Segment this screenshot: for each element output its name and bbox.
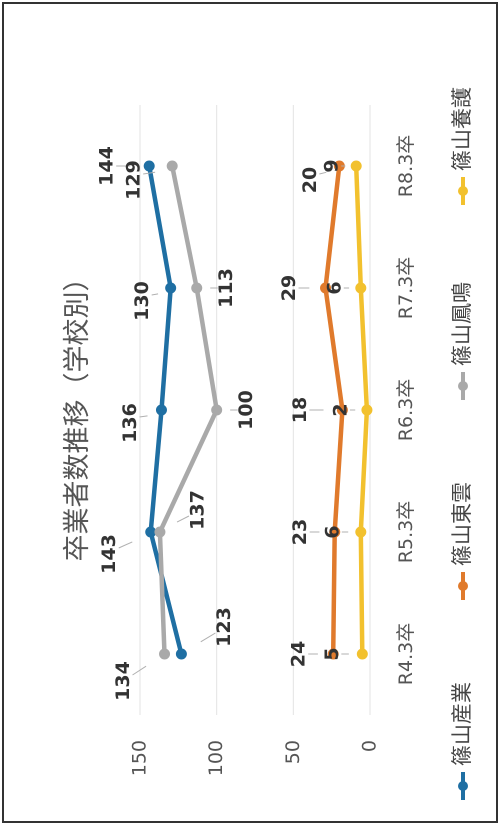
data-label-3-0: 5 <box>321 647 343 660</box>
data-point-0-4 <box>143 160 155 172</box>
data-point-0-2 <box>155 404 167 416</box>
data-label-2-3: 113 <box>215 268 237 308</box>
data-point-1-0 <box>327 648 339 660</box>
x-tick-label-0: R4.3卒 <box>395 623 417 685</box>
x-tick-label-1: R5.3卒 <box>395 501 417 563</box>
y-tick-label-2: 100 <box>205 740 227 776</box>
data-point-2-2 <box>211 404 223 416</box>
data-point-2-0 <box>159 648 171 660</box>
data-label-1-2: 18 <box>289 397 311 423</box>
leader-line-0-0 <box>200 632 216 643</box>
data-label-0-4: 144 <box>96 146 118 186</box>
data-point-2-4 <box>166 160 178 172</box>
data-label-0-0: 123 <box>213 607 235 647</box>
data-label-3-4: 9 <box>321 159 343 172</box>
legend-label-2: 篠山鳳鳴 <box>450 282 474 366</box>
y-tick-label-3: 150 <box>129 740 151 776</box>
data-label-1-1: 23 <box>289 519 311 545</box>
data-label-0-3: 130 <box>131 281 153 321</box>
leader-line-1-4 <box>319 171 327 175</box>
legend-label-0: 篠山産業 <box>450 682 474 766</box>
data-label-3-2: 2 <box>329 403 351 416</box>
data-point-2-3 <box>191 282 203 294</box>
x-tick-label-2: R6.3卒 <box>395 379 417 441</box>
data-point-3-0 <box>356 648 368 660</box>
legend-marker-2 <box>458 381 468 391</box>
x-tick-label-3: R7.3卒 <box>395 257 417 319</box>
leader-line-0-3 <box>151 293 159 296</box>
data-point-3-1 <box>355 526 367 538</box>
x-tick-label-4: R8.3卒 <box>395 135 417 197</box>
data-label-0-2: 136 <box>119 403 141 443</box>
legend-label-3: 篠山養護 <box>450 87 474 171</box>
legend-marker-3 <box>458 186 468 196</box>
legend-marker-1 <box>458 581 468 591</box>
data-point-0-3 <box>165 282 177 294</box>
data-point-1-2 <box>336 404 348 416</box>
data-label-1-0: 24 <box>288 641 310 667</box>
data-point-1-1 <box>329 526 341 538</box>
plot-area: 0 50 100 150 R4.3卒 R5.3卒 R6.3卒 R7.3卒 R8.3卒 123 143… <box>96 87 474 800</box>
data-point-0-1 <box>145 526 157 538</box>
leader-line-2-0 <box>132 665 147 676</box>
leader-line-2-1 <box>176 515 190 523</box>
data-label-3-3: 6 <box>323 281 345 294</box>
leader-line-2-4 <box>143 171 156 175</box>
data-point-2-1 <box>154 526 166 538</box>
data-point-3-3 <box>355 282 367 294</box>
data-label-1-3: 29 <box>278 275 300 301</box>
y-tick-label-1: 50 <box>282 740 304 764</box>
legend-label-1: 篠山東雲 <box>450 482 474 566</box>
data-point-3-2 <box>361 404 373 416</box>
chart-title: 卒業者数推移（学校別） <box>62 265 93 562</box>
data-point-3-4 <box>350 160 362 172</box>
data-point-1-3 <box>320 282 332 294</box>
data-point-0-0 <box>175 648 187 660</box>
data-label-2-2: 100 <box>235 390 257 430</box>
data-label-2-0: 134 <box>112 661 134 701</box>
data-label-3-1: 6 <box>321 525 343 538</box>
leader-line-0-1 <box>118 541 133 549</box>
y-tick-label-0: 0 <box>359 740 381 752</box>
leader-line-0-2 <box>139 415 148 418</box>
data-label-0-1: 143 <box>98 534 120 574</box>
legend-marker-0 <box>458 781 468 791</box>
data-label-2-4: 129 <box>123 160 145 200</box>
data-label-2-1: 137 <box>186 490 208 530</box>
data-label-1-4: 20 <box>299 167 321 193</box>
